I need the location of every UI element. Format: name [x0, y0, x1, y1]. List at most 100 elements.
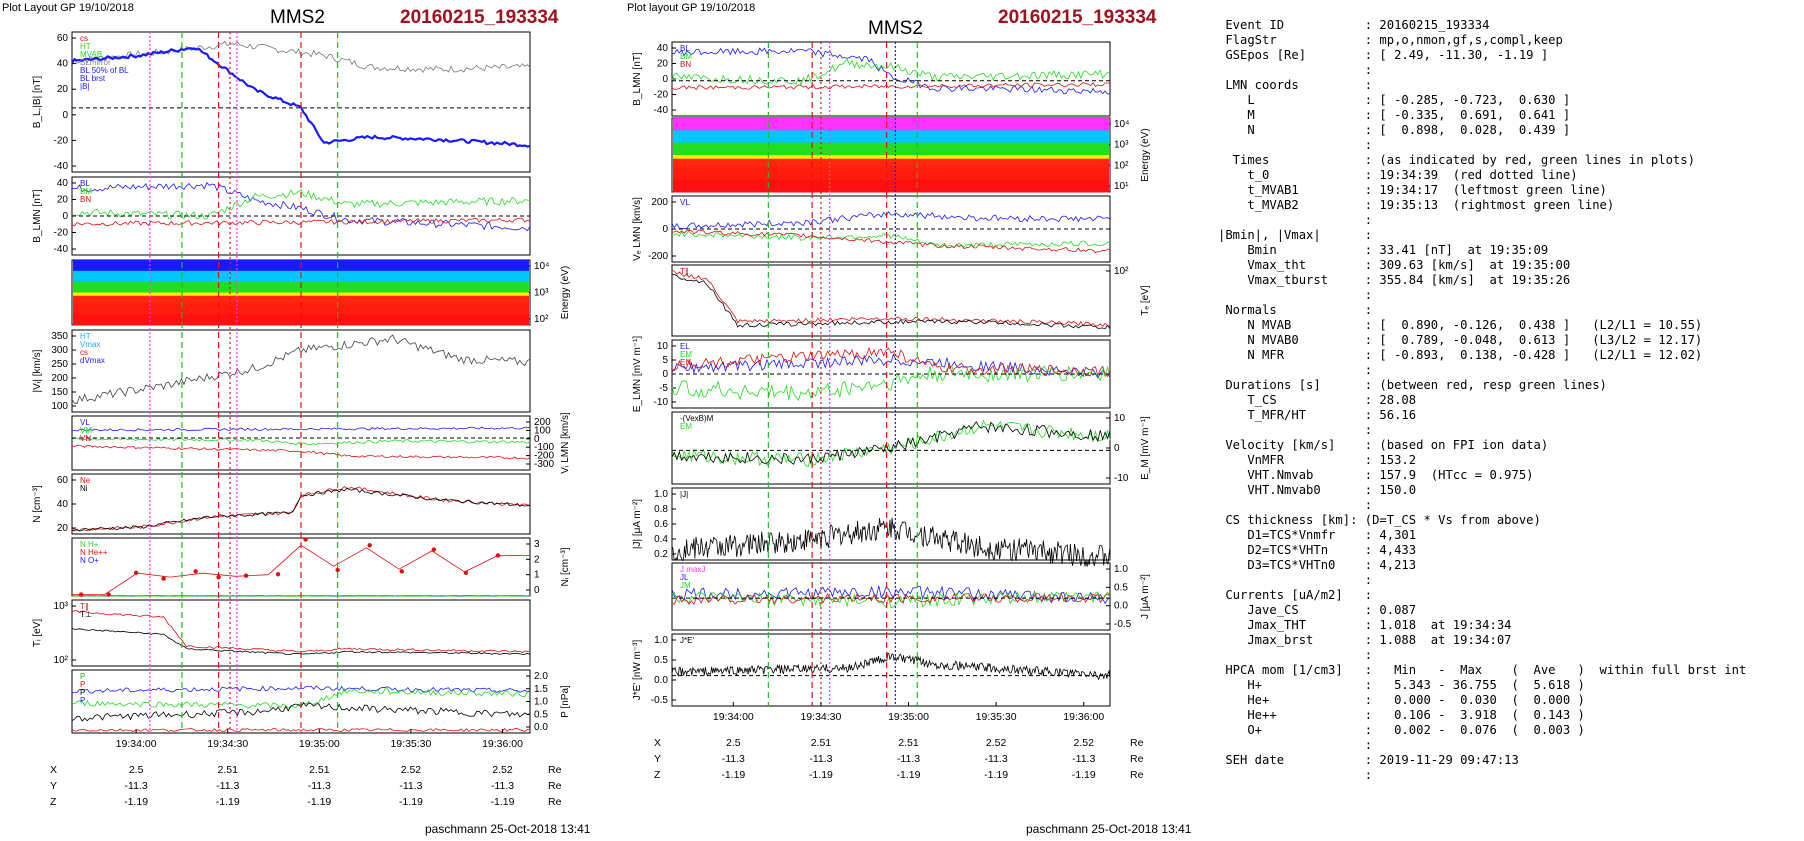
- info-line: t_0 : 19:34:39 (red dotted line): [1218, 168, 1578, 182]
- axis-label: Tₑ [eV]: [1140, 285, 1151, 316]
- legend-entry: EM: [680, 422, 692, 431]
- series-line: [71, 189, 531, 220]
- legend-entry: BN: [680, 60, 691, 69]
- tick-label: 10²: [1114, 266, 1129, 277]
- orbit-value: -1.19: [124, 796, 148, 808]
- tick-label: 10³: [534, 288, 549, 299]
- orbit-row-label: Y: [654, 753, 661, 765]
- data-point: [399, 569, 404, 574]
- spectrogram-band: [73, 314, 529, 326]
- tick-label: -0.5: [651, 695, 669, 706]
- time-tick-label: 19:36:00: [482, 738, 523, 750]
- orbit-value: -11.3: [722, 753, 745, 765]
- series-line: [71, 728, 531, 732]
- legend-entry: VL: [680, 198, 690, 207]
- info-line: Bmin : 33.41 [nT] at 19:35:09: [1218, 243, 1549, 257]
- orbit-row-label: Z: [50, 796, 57, 808]
- panel-j: 1.0 0.8 0.6 0.4 0.2 |J| [μA m⁻²] |J|: [632, 487, 1111, 567]
- info-line: :: [1218, 648, 1373, 662]
- legend-entry: Ni: [80, 484, 88, 493]
- tick-label: 1.0: [654, 635, 668, 646]
- orbit-value: 2.52: [401, 764, 422, 776]
- tick-label: 0.5: [654, 655, 668, 666]
- tick-label: 10⁴: [1114, 119, 1129, 130]
- orbit-row-label: X: [654, 737, 661, 749]
- tick-label: 0.0: [1114, 601, 1128, 612]
- orbit-value: -11.3: [897, 753, 920, 765]
- tick-label: -20: [54, 135, 69, 146]
- tick-label: -20: [654, 90, 669, 101]
- orbit-row-label: Z: [654, 769, 661, 781]
- legend-entry: P: [80, 680, 85, 689]
- series-line: [671, 353, 1111, 379]
- info-line: O+ : 0.002 - 0.076 ( 0.003 ): [1218, 723, 1585, 737]
- info-line: L : [ -0.285, -0.723, 0.630 ]: [1218, 93, 1571, 107]
- data-point: [463, 570, 469, 575]
- info-line: SEH date : 2019-11-29 09:47:13: [1218, 753, 1519, 767]
- legend-entry: VL: [80, 418, 90, 427]
- series-line: [71, 444, 531, 460]
- orbit-value: -1.19: [897, 769, 921, 781]
- spectrogram-band: [673, 158, 1109, 181]
- panel-frame: [671, 41, 1111, 117]
- orbit-value: -11.3: [399, 780, 422, 792]
- series-line: [71, 610, 531, 653]
- series-line: [671, 211, 1111, 230]
- data-point: [106, 592, 111, 597]
- orbit-value: -11.3: [809, 753, 832, 765]
- tick-label: -20: [54, 228, 69, 239]
- info-line: VnMFR : 153.2: [1218, 453, 1417, 467]
- legend-entry: T∥: [680, 267, 689, 276]
- orbit-value: -1.19: [809, 769, 833, 781]
- info-line: He++ : 0.106 - 3.918 ( 0.143 ): [1218, 708, 1585, 722]
- legend-entry: N O+: [80, 556, 99, 565]
- tick-label: -10: [1114, 473, 1129, 484]
- legend-entry: P: [80, 672, 85, 681]
- tick-label: 60: [57, 33, 69, 44]
- right-layout-label: Plot layout GP 19/10/2018: [627, 2, 756, 14]
- series-line: [671, 592, 1111, 606]
- orbit-unit: Re: [548, 796, 562, 808]
- info-line: :: [1218, 63, 1373, 77]
- panel-spec: 10⁴ 10³ 10² Energy (eV): [71, 259, 571, 326]
- series-line: [671, 230, 1111, 248]
- tick-label: -40: [54, 244, 69, 255]
- legend-entry: BL 50% of BL: [80, 66, 129, 75]
- orbit-value: 2.52: [986, 737, 1007, 749]
- tick-label: 0: [62, 211, 68, 222]
- panel-bl: 60 40 20 0 -20 -40 B_L,|B| [nT] csHTMVABBLmirro…: [32, 31, 531, 173]
- axis-label: |J| [μA m⁻²]: [632, 499, 643, 549]
- panel-frame: [671, 562, 1111, 631]
- time-tick-label: 19:34:30: [800, 711, 841, 723]
- orbit-value: 2.52: [492, 764, 513, 776]
- axis-label: J*E' [nW m⁻³]: [632, 640, 643, 701]
- legend-entry: BL brst: [80, 74, 106, 83]
- legend-entry: BN: [80, 195, 91, 204]
- axis-label: Nᵢ [cm⁻³]: [560, 547, 571, 586]
- info-line: N MVAB : [ 0.890, -0.126, 0.438 ] (L2/L1…: [1218, 318, 1703, 332]
- series-line: [671, 590, 1111, 609]
- series-line: [671, 419, 1111, 467]
- panel-frame: [671, 633, 1111, 707]
- tick-label: 1.0: [1114, 564, 1128, 575]
- legend-entry: Vmax: [80, 340, 100, 349]
- legend-entry: P: [80, 696, 85, 705]
- orbit-value: -11.3: [216, 780, 239, 792]
- tick-label: 20: [57, 523, 69, 534]
- series-line: [671, 420, 1111, 465]
- tick-label: 1: [534, 570, 540, 581]
- info-line: t_MVAB2 : 19:35:13 (rightmost green line…: [1218, 198, 1615, 212]
- legend-entry: |B|: [80, 82, 90, 91]
- axis-label: Tᵢ [eV]: [32, 619, 43, 647]
- orbit-value: -1.19: [721, 769, 745, 781]
- tick-label: 10⁴: [534, 261, 549, 272]
- time-tick-label: 19:35:00: [888, 711, 929, 723]
- series-line: [671, 229, 1111, 254]
- axis-label: B_LMN [nT]: [632, 52, 643, 106]
- axis-label: J [μA m⁻²]: [1140, 574, 1151, 619]
- tick-label: 10³: [1114, 140, 1129, 151]
- series-line: [671, 517, 1111, 567]
